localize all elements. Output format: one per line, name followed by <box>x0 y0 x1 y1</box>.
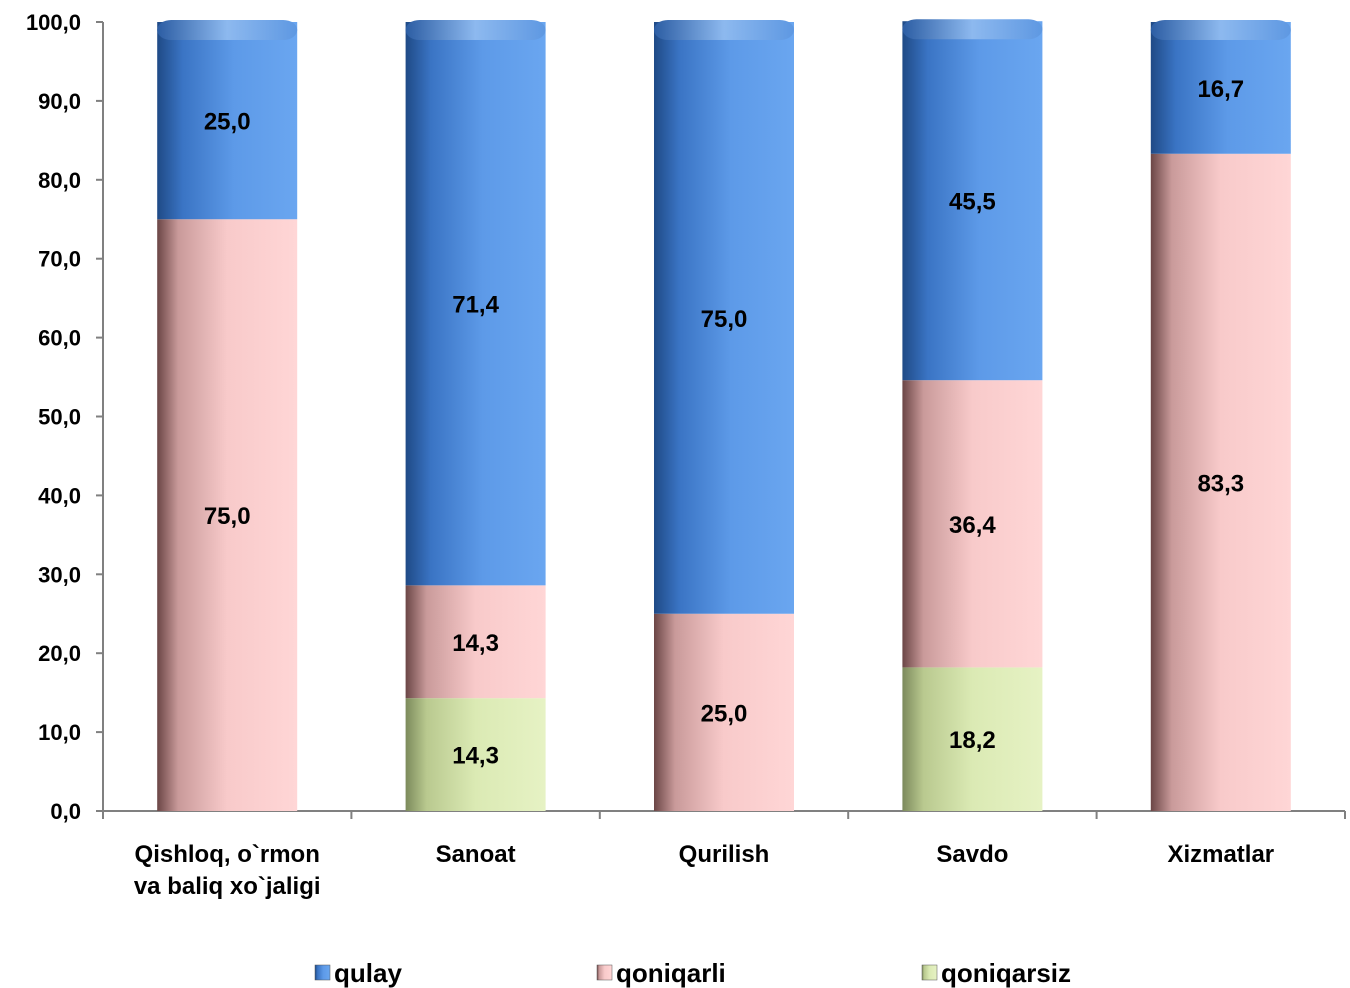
x-tick-label: Savdo <box>936 841 1008 868</box>
y-tick-label: 50,0 <box>38 405 81 430</box>
bar-top-cap <box>1150 20 1291 40</box>
data-label: 14,3 <box>452 743 499 770</box>
y-tick-label: 20,0 <box>38 641 81 666</box>
legend-swatch-qulay <box>314 964 331 981</box>
data-label: 83,3 <box>1197 470 1244 497</box>
data-label: 25,0 <box>701 700 748 727</box>
bar-segment-qulay <box>654 22 794 614</box>
bar-top-cap <box>902 19 1043 40</box>
legend-swatch-qoniqarsiz <box>921 964 938 981</box>
data-label: 16,7 <box>1197 76 1244 103</box>
y-tick-label: 70,0 <box>38 247 81 272</box>
x-tick-label: Qurilish <box>679 841 770 868</box>
legend-label-qulay: qulay <box>334 958 402 988</box>
legend-label-qoniqarli: qoniqarli <box>616 958 726 988</box>
data-label: 71,4 <box>452 292 499 319</box>
legend-swatch-qoniqarli <box>596 964 613 981</box>
bar-top-cap <box>405 20 546 40</box>
data-labels: 75,0 25,0 14,3 14,3 71,4 25,0 75,0 18,2 36,4 45,5… <box>204 76 1244 770</box>
bar-segment-qoniqarli <box>157 219 298 811</box>
bar-segment-qulay <box>405 22 546 586</box>
axes: 0,0 10,0 20,0 30,0 40,0 50,0 60,0 70,0 80,0 90,0 1… <box>26 10 1346 900</box>
y-tick-label: 0,0 <box>50 799 81 824</box>
data-label: 14,3 <box>452 630 499 657</box>
legend-label-qoniqarsiz: qoniqarsiz <box>941 958 1071 988</box>
y-tick-label: 100,0 <box>26 10 81 35</box>
data-label: 75,0 <box>204 503 251 530</box>
x-tick-label: Qishloq, o`rmon <box>135 841 320 868</box>
x-tick-label: va baliq xo`jaligi <box>134 873 321 900</box>
y-tick-label: 80,0 <box>38 168 81 193</box>
data-label: 18,2 <box>949 727 996 754</box>
y-tick-label: 60,0 <box>38 326 81 351</box>
y-tick-label: 10,0 <box>38 720 81 745</box>
data-label: 75,0 <box>701 306 748 333</box>
bar-top-cap <box>654 20 794 40</box>
y-tick-label: 40,0 <box>38 483 81 508</box>
bars <box>157 19 1291 811</box>
bar-segment-qoniqarsiz <box>902 667 1043 811</box>
legend: qulay qoniqarli qoniqarsiz <box>314 958 1071 988</box>
bar-segment-qulay <box>1150 22 1291 154</box>
data-label: 36,4 <box>949 512 996 539</box>
bar-top-cap <box>157 20 298 40</box>
x-tick-label: Xizmatlar <box>1167 841 1274 868</box>
bar-segment-qulay <box>902 21 1043 381</box>
bar-segment-qoniqarli <box>902 380 1043 668</box>
bar-segment-qoniqarli <box>1150 153 1291 811</box>
bar-segment-qoniqarli <box>654 613 794 811</box>
x-tick-label: Sanoat <box>436 841 516 868</box>
data-label: 45,5 <box>949 189 996 216</box>
data-label: 25,0 <box>204 109 251 136</box>
y-tick-label: 90,0 <box>38 89 81 114</box>
bar-segment-qulay <box>157 22 298 220</box>
bar-segment-qoniqarli <box>405 585 546 699</box>
bar-segment-qoniqarsiz <box>405 698 546 811</box>
y-tick-label: 30,0 <box>38 562 81 587</box>
